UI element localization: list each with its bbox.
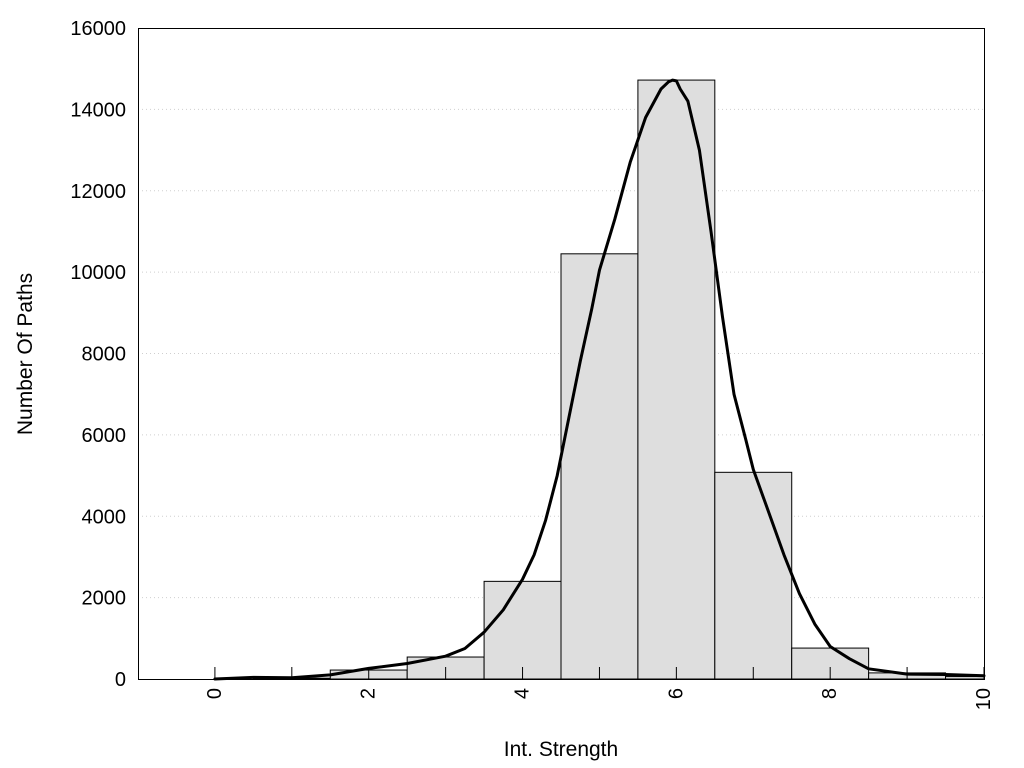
x-tick-label-5: 10 bbox=[973, 688, 995, 710]
bar-6 bbox=[637, 79, 716, 680]
bar-5 bbox=[560, 253, 639, 680]
x-tick-labels: 0 2 4 6 8 10 bbox=[204, 688, 995, 710]
y-tick-label-8: 16000 bbox=[70, 18, 126, 40]
bar-7 bbox=[714, 471, 793, 680]
x-tick-label-2: 4 bbox=[512, 688, 534, 699]
plot-frame bbox=[138, 28, 985, 680]
x-axis-label: Int. Strength bbox=[504, 738, 618, 761]
y-axis-label: Number Of Paths bbox=[14, 273, 37, 435]
x-tick-label-3: 6 bbox=[665, 688, 687, 699]
y-tick-label-2: 4000 bbox=[82, 506, 127, 528]
y-tick-labels: 0 2000 4000 6000 8000 10000 12000 14000 16000 bbox=[70, 18, 126, 691]
density-curve bbox=[213, 78, 986, 681]
y-tick-label-3: 6000 bbox=[82, 425, 127, 447]
x-tick-label-0: 0 bbox=[204, 688, 226, 699]
bars bbox=[252, 79, 985, 680]
y-tick-label-7: 14000 bbox=[70, 99, 126, 121]
y-tick-label-5: 10000 bbox=[70, 262, 126, 284]
y-tick-label-1: 2000 bbox=[82, 588, 127, 610]
grid-lines bbox=[138, 108, 984, 599]
x-tick-label-1: 2 bbox=[358, 688, 380, 699]
y-tick-label-4: 8000 bbox=[82, 344, 127, 366]
y-tick-label-0: 0 bbox=[115, 669, 126, 691]
bar-4 bbox=[483, 580, 562, 680]
x-tick-label-4: 8 bbox=[819, 688, 841, 699]
y-tick-label-6: 12000 bbox=[70, 181, 126, 203]
